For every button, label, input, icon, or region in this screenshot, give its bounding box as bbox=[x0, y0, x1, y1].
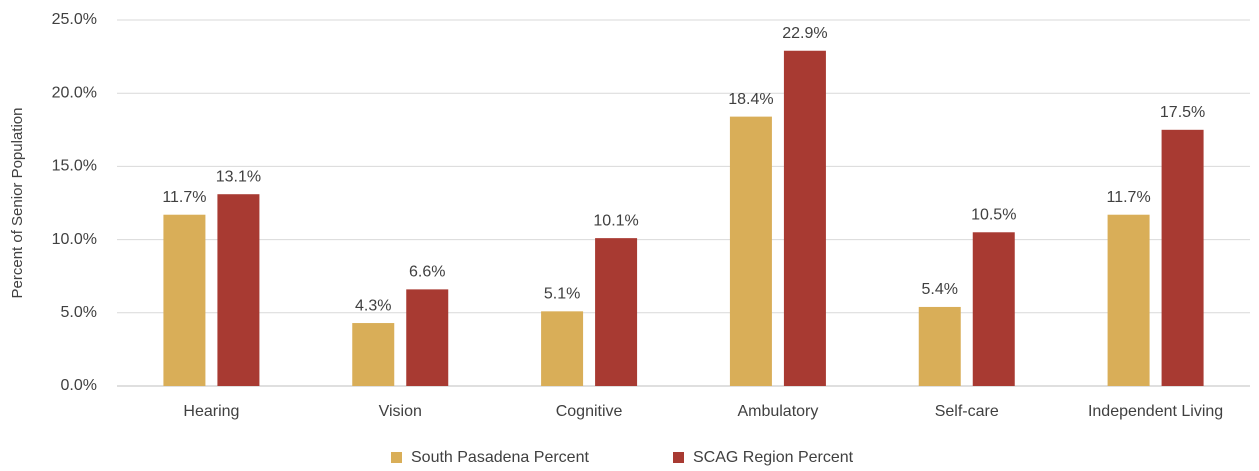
bar bbox=[918, 306, 961, 386]
x-tick-label: Cognitive bbox=[556, 403, 623, 420]
value-label: 5.1% bbox=[544, 286, 580, 303]
x-tick-label: Independent Living bbox=[1088, 403, 1223, 420]
value-label: 4.3% bbox=[355, 297, 391, 314]
value-label: 13.1% bbox=[216, 168, 261, 185]
y-tick-label: 15.0% bbox=[52, 158, 97, 175]
y-tick-label: 10.0% bbox=[52, 231, 97, 248]
value-label: 11.7% bbox=[1106, 189, 1150, 206]
value-label: 17.5% bbox=[1160, 104, 1205, 121]
value-label: 10.1% bbox=[593, 212, 638, 229]
legend-label: SCAG Region Percent bbox=[693, 449, 854, 466]
bar bbox=[972, 232, 1015, 386]
bar bbox=[1161, 129, 1204, 387]
bar bbox=[729, 116, 772, 387]
bar bbox=[1107, 214, 1150, 386]
bar bbox=[406, 289, 449, 386]
value-label: 18.4% bbox=[728, 91, 773, 108]
bar bbox=[352, 323, 395, 386]
legend-swatch bbox=[673, 452, 684, 463]
y-tick-label: 25.0% bbox=[52, 11, 97, 28]
x-tick-label: Hearing bbox=[183, 403, 239, 420]
legend-label: South Pasadena Percent bbox=[411, 449, 589, 466]
value-label: 10.5% bbox=[971, 206, 1016, 223]
x-tick-label: Ambulatory bbox=[737, 403, 818, 420]
value-label: 22.9% bbox=[782, 25, 827, 42]
bar bbox=[541, 311, 584, 386]
bar bbox=[163, 214, 206, 386]
y-tick-label: 0.0% bbox=[61, 377, 97, 394]
value-label: 6.6% bbox=[409, 264, 445, 281]
y-tick-label: 20.0% bbox=[52, 84, 97, 101]
y-axis-label: Percent of Senior Population bbox=[9, 108, 26, 299]
value-label: 5.4% bbox=[922, 281, 958, 298]
legend-swatch bbox=[391, 452, 402, 463]
value-label: 11.7% bbox=[162, 189, 206, 206]
bar bbox=[783, 50, 826, 387]
x-tick-label: Vision bbox=[379, 403, 422, 420]
bar bbox=[217, 194, 260, 386]
x-tick-label: Self-care bbox=[935, 403, 999, 420]
bar bbox=[595, 238, 638, 386]
y-tick-label: 5.0% bbox=[61, 304, 97, 321]
